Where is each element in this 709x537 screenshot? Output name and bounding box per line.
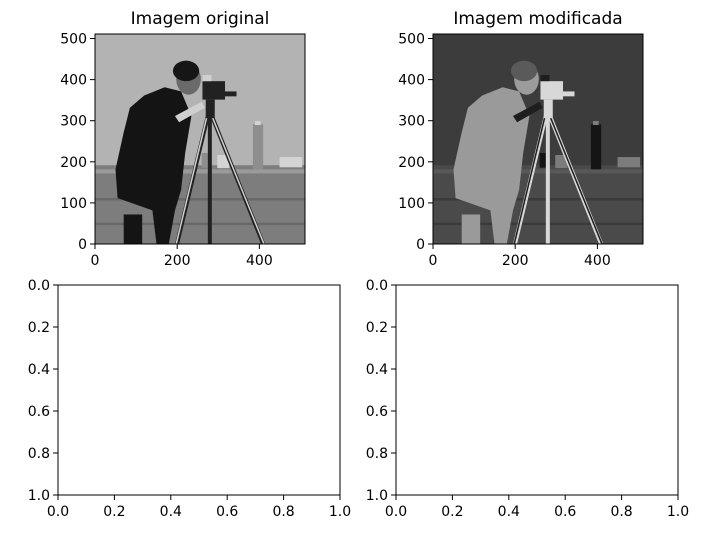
image-grass-band <box>433 198 643 201</box>
subplot-4: 0.0 0.2 0.4 0.6 0.8 1.00.00.20.40.60.81.0 <box>366 278 689 520</box>
image-camera-lens <box>540 75 550 82</box>
image-tower <box>590 124 602 170</box>
image-building-small <box>201 152 210 168</box>
x-tick-label: 0 <box>429 253 438 269</box>
subplot-title: Imagem modificada <box>453 9 622 29</box>
image-tripod-highlight <box>550 117 603 244</box>
image-tripod-head <box>543 99 553 119</box>
y-tick-label: 0.2 <box>28 320 50 336</box>
y-tick-label: 0.0 <box>366 278 388 294</box>
y-tick-label: 200 <box>60 155 87 171</box>
x-tick-label: 1.0 <box>667 504 689 520</box>
image-horizon <box>433 169 643 174</box>
y-tick-label: 500 <box>398 32 425 48</box>
y-tick-label: 0.4 <box>28 362 50 378</box>
image-tripod-highlight <box>513 117 546 244</box>
y-tick-label: 400 <box>60 73 87 89</box>
image-arm-highlight <box>513 101 543 123</box>
subplot-3: 0.0 0.2 0.4 0.6 0.8 1.00.00.20.40.60.81.0 <box>28 278 351 520</box>
x-tick-label: 400 <box>584 253 611 269</box>
x-tick-label: 1.0 <box>329 504 351 520</box>
image-camera <box>202 81 226 100</box>
image-tower-top <box>592 120 599 126</box>
image-tower <box>252 124 264 170</box>
subplot-2: Imagem modificada 0 200 400 0 100 200 300 400 500 <box>398 9 644 269</box>
image-tripod-head <box>205 99 215 119</box>
x-tick-label: 0.6 <box>554 504 576 520</box>
image-content <box>95 34 305 244</box>
x-tick-label: 0.0 <box>385 504 407 520</box>
image-tripod-highlight <box>212 117 265 244</box>
image-tripod-highlight <box>175 117 208 244</box>
image-grass-band <box>95 198 305 201</box>
subplot-title: Imagem original <box>131 9 270 29</box>
y-tick-label: 400 <box>398 73 425 89</box>
image-arm-highlight <box>175 101 205 123</box>
image-leg <box>461 214 481 244</box>
x-tick-label: 0.4 <box>160 504 182 520</box>
y-tick-label: 100 <box>60 196 87 212</box>
x-tick-label: 0.4 <box>498 504 520 520</box>
y-tick-label: 1.0 <box>366 488 388 504</box>
x-tick-label: 200 <box>502 253 529 269</box>
image-camera-grip <box>556 91 575 97</box>
y-tick-label: 300 <box>60 114 87 130</box>
y-tick-label: 0.4 <box>366 362 388 378</box>
image-camera-lens <box>202 75 212 82</box>
image-hair <box>510 60 538 82</box>
axes-frame <box>395 284 679 496</box>
image-building-right <box>617 157 641 168</box>
x-tick-label: 0 <box>91 253 100 269</box>
image-hair <box>172 60 200 82</box>
y-tick-label: 0.6 <box>28 404 50 420</box>
x-tick-label: 0.0 <box>47 504 69 520</box>
image-coat <box>453 87 530 244</box>
image-tower-top <box>254 120 261 126</box>
image-coat <box>115 87 192 244</box>
y-tick-label: 0 <box>416 237 425 253</box>
y-tick-label: 200 <box>398 155 425 171</box>
image-building-right <box>279 157 303 168</box>
axes-frame <box>432 33 644 245</box>
image-building <box>555 154 568 169</box>
image-building-small <box>539 152 548 168</box>
y-tick-label: 1.0 <box>28 488 50 504</box>
x-tick-label: 0.2 <box>103 504 125 520</box>
y-tick-label: 500 <box>60 32 87 48</box>
image-camera-grip <box>218 91 237 97</box>
image-building <box>217 154 230 169</box>
x-tick-label: 0.8 <box>610 504 632 520</box>
x-tick-label: 200 <box>164 253 191 269</box>
image-camera <box>540 81 564 100</box>
axes-frame <box>57 284 341 496</box>
x-tick-label: 0.2 <box>441 504 463 520</box>
image-content <box>433 34 643 244</box>
image-grass-band <box>95 222 305 226</box>
x-tick-label: 0.6 <box>216 504 238 520</box>
y-tick-label: 0.6 <box>366 404 388 420</box>
y-tick-label: 300 <box>398 114 425 130</box>
y-tick-label: 0.2 <box>366 320 388 336</box>
y-tick-label: 100 <box>398 196 425 212</box>
y-tick-label: 0.8 <box>28 446 50 462</box>
subplot-1: Imagem original 0 200 400 0 100 200 300 400 500 <box>60 9 306 269</box>
y-tick-label: 0 <box>78 237 87 253</box>
image-grass-band <box>433 222 643 226</box>
image-leg <box>123 214 143 244</box>
x-tick-label: 0.8 <box>272 504 294 520</box>
x-tick-label: 400 <box>246 253 273 269</box>
axes-frame <box>94 33 306 245</box>
y-tick-label: 0.0 <box>28 278 50 294</box>
image-horizon <box>95 169 305 174</box>
y-tick-label: 0.8 <box>366 446 388 462</box>
